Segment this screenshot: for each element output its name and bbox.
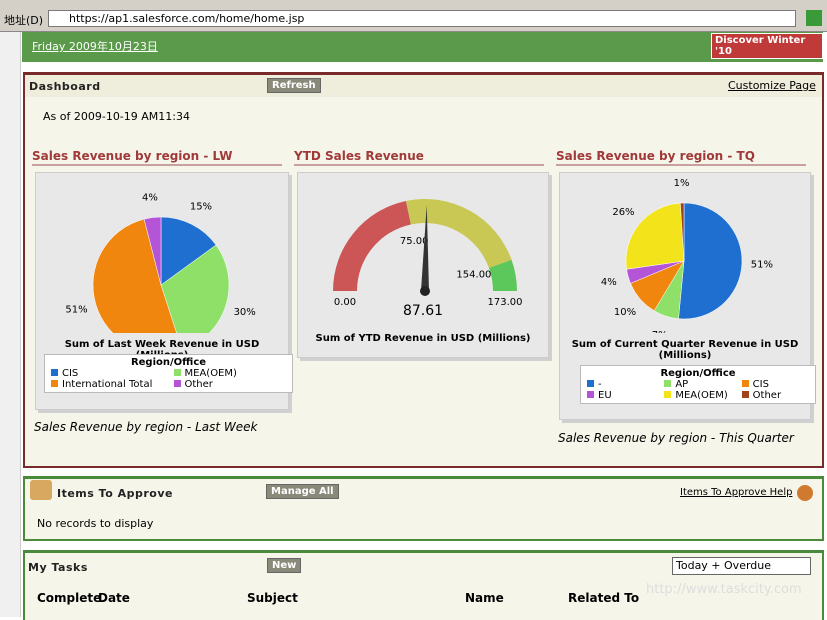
- browser-bar: 地址(D) https://ap1.salesforce.com/home/ho…: [0, 0, 827, 32]
- legend-item: AP: [664, 379, 731, 390]
- manage-button[interactable]: Manage All: [266, 484, 339, 499]
- dashboard-header: [25, 75, 822, 97]
- legend-title: Region/Office: [587, 368, 809, 379]
- filter-select[interactable]: Today + Overdue: [672, 557, 811, 575]
- legend-swatch: [742, 380, 749, 387]
- pct-label: 30%: [234, 307, 256, 318]
- pct-label: 7%: [652, 330, 668, 333]
- legend-label: International Total: [62, 379, 152, 390]
- column-header: Date: [98, 591, 130, 605]
- legend-item: -: [587, 379, 654, 390]
- legend-label: Other: [185, 379, 213, 390]
- new-button[interactable]: New: [267, 558, 301, 573]
- legend-swatch: [664, 380, 671, 387]
- pct-label: 1%: [674, 178, 690, 189]
- help-link[interactable]: Items To Approve Help: [680, 487, 792, 498]
- legend-swatch: [51, 369, 58, 376]
- legend-label: Other: [753, 390, 781, 401]
- chart-panel: 0.0075.00154.00173.0087.61Sum of YTD Rev…: [297, 172, 549, 358]
- legend-label: CIS: [62, 368, 78, 379]
- legend-swatch: [664, 391, 671, 398]
- chart-caption: Sum of YTD Revenue in USD (Millions): [308, 333, 538, 344]
- legend-item: MEA(OEM): [664, 390, 731, 401]
- approvals-box: Items To Approve Manage All Items To App…: [23, 476, 824, 541]
- column-header: Complete: [37, 591, 101, 605]
- legend-label: EU: [598, 390, 612, 401]
- pct-label: 51%: [751, 260, 773, 271]
- chart-footer: Sales Revenue by region - Last Week: [34, 420, 257, 434]
- approval-icon: [30, 480, 52, 500]
- legend-title: Region/Office: [51, 357, 286, 368]
- pct-label: 51%: [65, 305, 87, 316]
- legend-item: Other: [174, 379, 287, 390]
- chart: 51% 7% 10% 4% 26% 1%: [560, 173, 810, 333]
- pie-slice: [626, 203, 684, 269]
- legend-item: CIS: [51, 368, 164, 379]
- legend-swatch: [587, 391, 594, 398]
- pct-label: 4%: [601, 277, 617, 288]
- legend-label: CIS: [753, 379, 769, 390]
- section-title: Dashboard: [29, 80, 101, 93]
- legend-item: International Total: [51, 379, 164, 390]
- legend-item: EU: [587, 390, 654, 401]
- column-header: Name: [465, 591, 504, 605]
- date-link[interactable]: Friday 2009年10月23日: [32, 38, 158, 54]
- gauge-value: 87.61: [403, 303, 443, 319]
- tick-label: 0.00: [334, 297, 356, 308]
- badge[interactable]: Discover Winter '10: [711, 33, 823, 59]
- legend-label: AP: [675, 379, 688, 390]
- tick-label: 154.00: [456, 269, 491, 280]
- chart-title: YTD Sales Revenue: [294, 149, 544, 166]
- refresh-button[interactable]: Refresh: [267, 78, 321, 93]
- section-title: My Tasks: [28, 561, 88, 574]
- pct-label: 15%: [190, 202, 212, 213]
- address-label: 地址(D): [4, 12, 43, 28]
- as-of: As of 2009-10-19 AM11:34: [43, 110, 190, 123]
- pie-slice: [678, 203, 742, 319]
- customize-link[interactable]: Customize Page: [728, 79, 816, 92]
- help-icon[interactable]: [797, 485, 813, 501]
- chart-title: Sales Revenue by region - LW: [32, 149, 282, 166]
- chart: 15% 30% 51% 4%: [36, 173, 288, 333]
- watermark: http://www.taskcity.com: [646, 582, 802, 597]
- url-input[interactable]: https://ap1.salesforce.com/home/home.jsp: [48, 10, 796, 27]
- legend-item: CIS: [742, 379, 809, 390]
- tick-label: 173.00: [488, 297, 523, 308]
- column-header: Subject: [247, 591, 298, 605]
- pct-label: 10%: [614, 307, 636, 318]
- legend: Region/Office- AP CIS EU MEA(OEM) Other: [580, 365, 816, 404]
- chart-footer: Sales Revenue by region - This Quarter: [558, 431, 794, 445]
- legend-item: Other: [742, 390, 809, 401]
- legend: Region/OfficeCIS MEA(OEM) International To…: [44, 354, 293, 393]
- legend-label: MEA(OEM): [675, 390, 727, 401]
- header-band: Friday 2009年10月23日 Discover Winter '10: [22, 32, 823, 62]
- legend-swatch: [174, 369, 181, 376]
- column-header: Related To: [568, 591, 639, 605]
- chart-title: Sales Revenue by region - TQ: [556, 149, 806, 166]
- empty-message: No records to display: [37, 517, 153, 530]
- chart-panel: 15%30%51%4%Sum of Last Week Revenue in U…: [35, 172, 289, 410]
- legend-swatch: [174, 380, 181, 387]
- go-button[interactable]: [806, 10, 822, 26]
- legend-grid: CIS MEA(OEM) International Total Other: [51, 368, 286, 390]
- chart-caption: Sum of Current Quarter Revenue in USD (M…: [570, 339, 800, 361]
- chart-panel: 51% 7% 10% 4% 26% 1% Sum of Current Quarter Re…: [559, 172, 811, 420]
- chart: 0.0075.00154.00173.0087.61: [298, 173, 548, 333]
- gauge-band: [406, 199, 512, 268]
- side-strip: [0, 32, 21, 617]
- pct-label: 4%: [142, 193, 158, 204]
- legend-swatch: [51, 380, 58, 387]
- needle-hub: [420, 286, 430, 296]
- legend-swatch: [587, 380, 594, 387]
- legend-item: MEA(OEM): [174, 368, 287, 379]
- legend-swatch: [742, 391, 749, 398]
- section-title: Items To Approve: [57, 487, 173, 500]
- legend-label: MEA(OEM): [185, 368, 237, 379]
- legend-grid: - AP CIS EU MEA(OEM) Other: [587, 379, 809, 401]
- pct-label: 26%: [612, 207, 634, 218]
- legend-label: -: [598, 379, 602, 390]
